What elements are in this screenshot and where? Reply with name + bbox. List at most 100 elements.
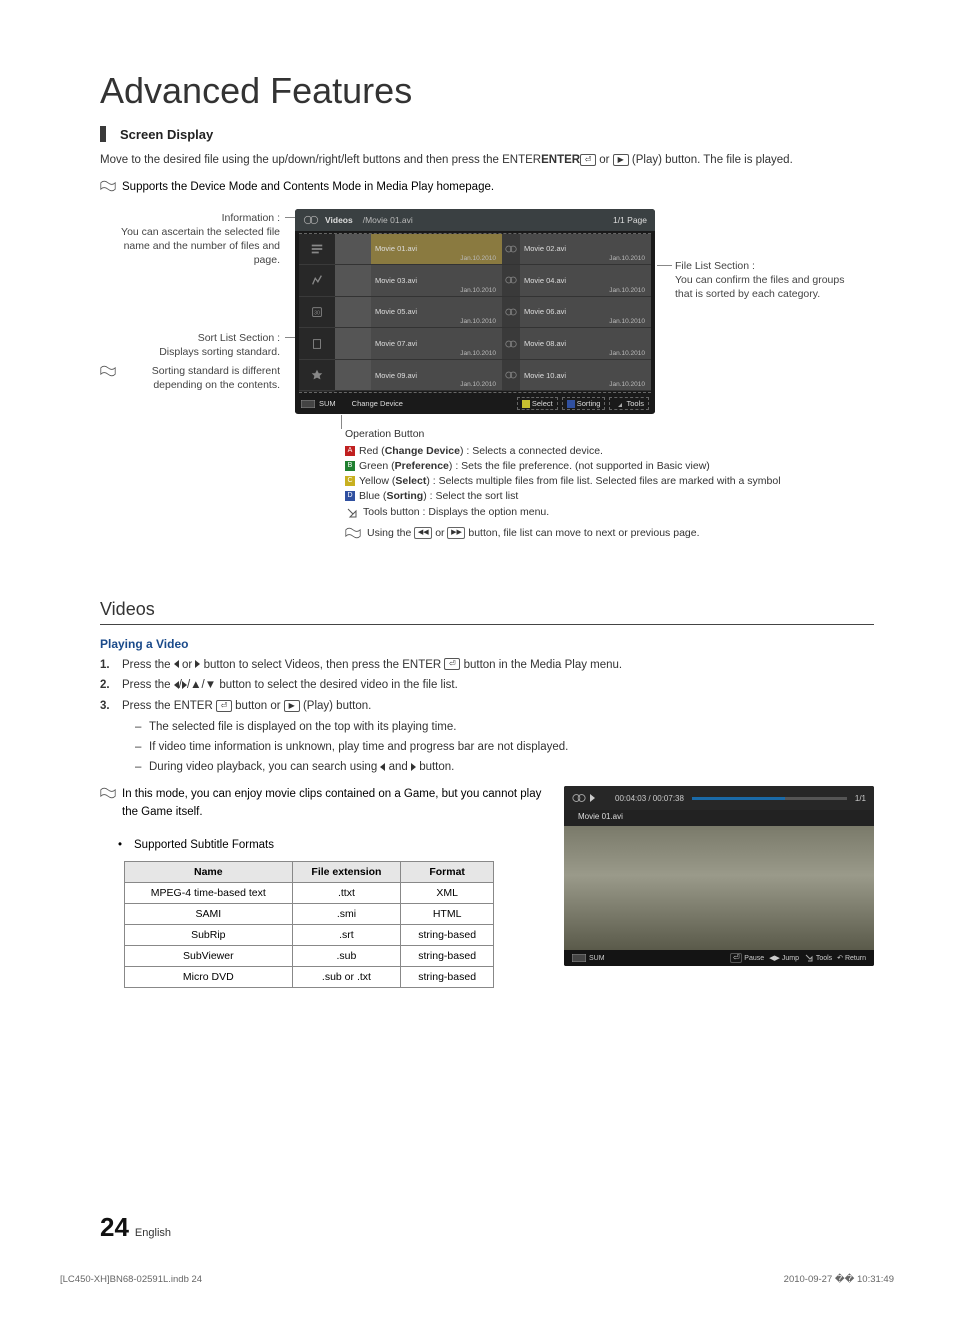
op-blue: D Blue (Sorting) : Select the sort list — [345, 489, 845, 504]
table-cell: .srt — [292, 924, 401, 945]
play-icon: ▶ — [284, 700, 300, 712]
subitem: –During video playback, you can search u… — [135, 759, 874, 777]
table-row: Micro DVD.sub or .txtstring-based — [125, 966, 494, 987]
enter-icon: ⏎ — [580, 154, 596, 166]
table-cell: .smi — [292, 903, 401, 924]
sorting-btn[interactable]: Sorting — [562, 397, 606, 410]
sort-item[interactable] — [299, 234, 335, 266]
step-1: 1.Press the or button to select Videos, … — [100, 657, 874, 675]
progress-bar[interactable] — [692, 797, 847, 800]
file-cell[interactable]: Movie 10.aviJan.10.2010 — [520, 360, 651, 391]
sort-item[interactable] — [299, 328, 335, 360]
file-cell[interactable]: Movie 05.aviJan.10.2010 — [371, 297, 502, 328]
page-title: Advanced Features — [100, 70, 874, 112]
table-cell: .sub or .txt — [292, 966, 401, 987]
intro-text: Move to the desired file using the up/do… — [100, 152, 874, 169]
player-preview: 00:04:03 / 00:07:38 1/1 Movie 01.avi SUM… — [564, 786, 874, 966]
print-footer: [LC450-XH]BN68-02591L.indb 24 2010-09-27… — [60, 1274, 894, 1285]
tools-hint: Tools — [804, 954, 832, 962]
tools-icon — [804, 954, 814, 962]
sort-column: 30 — [299, 234, 335, 392]
callout-line — [657, 265, 672, 266]
file-cell[interactable]: Movie 06.aviJan.10.2010 — [520, 297, 651, 328]
tools-btn[interactable]: Tools — [609, 397, 649, 410]
file-cell[interactable]: Movie 07.aviJan.10.2010 — [371, 328, 502, 359]
page-number: 24 English — [100, 1212, 171, 1243]
table-cell: XML — [401, 882, 494, 903]
subitem: –If video time information is unknown, p… — [135, 739, 874, 757]
playing-video-head: Playing a Video — [100, 637, 874, 651]
videos-icon — [303, 214, 319, 226]
file-cell[interactable]: Movie 01.aviJan.10.2010 — [371, 234, 502, 265]
section-header: Screen Display — [100, 126, 874, 142]
sort-item[interactable] — [299, 360, 335, 392]
player-filename: Movie 01.avi — [578, 812, 623, 821]
section-bar — [100, 126, 106, 142]
file-type-icon — [502, 328, 520, 359]
tools-icon — [345, 507, 359, 519]
table-cell: Micro DVD — [125, 966, 293, 987]
table-row: SAMI.smiHTML — [125, 903, 494, 924]
note-icon — [100, 786, 116, 800]
note-icon — [345, 526, 361, 540]
panel-label: Videos — [325, 215, 353, 225]
panel-top: Videos /Movie 01.avi 1/1 Page — [295, 209, 655, 231]
table-cell: string-based — [401, 966, 494, 987]
select-btn[interactable]: Select — [517, 397, 558, 410]
operation-block: Operation Button A Red (Change Device) :… — [345, 427, 845, 542]
file-cell[interactable]: Movie 08.aviJan.10.2010 — [520, 328, 651, 359]
sum-label: SUM — [319, 399, 336, 408]
callout-sortnote: Sorting standard is different depending … — [100, 364, 280, 392]
player-footer: SUM ⏎ Pause ◀▶ Jump Tools ↶ Return — [564, 950, 874, 966]
table-cell: string-based — [401, 924, 494, 945]
panel-footer: SUM Change Device Select Sorting Tools — [295, 395, 655, 413]
videos-icon — [572, 791, 586, 805]
rewind-icon: ◀◀ — [414, 527, 432, 539]
table-cell: SAMI — [125, 903, 293, 924]
sort-item[interactable]: 30 — [299, 297, 335, 329]
videos-title: Videos — [100, 599, 874, 620]
player-page: 1/1 — [855, 794, 866, 803]
op-title: Operation Button — [345, 427, 845, 442]
subtitle-table: NameFile extensionFormat MPEG-4 time-bas… — [124, 861, 494, 988]
op-tools: Tools button : Displays the option menu. — [345, 505, 845, 520]
supports-note: Supports the Device Mode and Contents Mo… — [100, 179, 874, 196]
note-icon — [100, 364, 116, 378]
enter-icon: ⏎ — [216, 700, 232, 712]
subtitle-formats-head: •Supported Subtitle Formats — [118, 839, 544, 851]
player-time: 00:04:03 / 00:07:38 — [615, 794, 684, 803]
op-red: A Red (Change Device) : Selects a connec… — [345, 444, 845, 459]
file-cell[interactable]: Movie 04.aviJan.10.2010 — [520, 265, 651, 296]
screen-diagram: Information : You can ascertain the sele… — [100, 209, 874, 579]
mode-note: In this mode, you can enjoy movie clips … — [100, 786, 544, 821]
player-video-area — [564, 826, 874, 950]
file-cell[interactable]: Movie 09.aviJan.10.2010 — [371, 360, 502, 391]
panel-page: 1/1 Page — [613, 215, 647, 225]
step3-subitems: –The selected file is displayed on the t… — [100, 719, 874, 776]
step-2: 2.Press the //▲/▼ button to select the d… — [100, 677, 874, 695]
table-cell: .sub — [292, 945, 401, 966]
file-cell[interactable]: Movie 03.aviJan.10.2010 — [371, 265, 502, 296]
file-row: Movie 03.aviJan.10.2010 Movie 04.aviJan.1… — [371, 265, 651, 297]
sort-item[interactable] — [299, 265, 335, 297]
step-3: 3.Press the ENTER ⏎ button or ▶ (Play) b… — [100, 698, 874, 716]
file-cell[interactable]: Movie 02.aviJan.10.2010 — [520, 234, 651, 265]
table-row: MPEG-4 time-based text.ttxtXML — [125, 882, 494, 903]
callout-line — [285, 217, 295, 218]
table-cell: MPEG-4 time-based text — [125, 882, 293, 903]
red-square — [340, 400, 348, 408]
callout-sort: Sort List Section : Displays sorting sta… — [100, 331, 280, 359]
table-header: File extension — [292, 861, 401, 882]
subitem: –The selected file is displayed on the t… — [135, 719, 874, 737]
panel-path: /Movie 01.avi — [363, 215, 613, 225]
op-green: B Green (Preference) : Sets the file pre… — [345, 459, 845, 474]
table-row: SubRip.srtstring-based — [125, 924, 494, 945]
device-icon — [301, 400, 315, 408]
file-type-icon — [502, 265, 520, 296]
file-row: Movie 01.aviJan.10.2010 Movie 02.aviJan.1… — [371, 234, 651, 266]
table-header: Format — [401, 861, 494, 882]
player-top: 00:04:03 / 00:07:38 1/1 — [564, 786, 874, 810]
op-note: Using the ◀◀ or ▶▶ button, file list can… — [345, 526, 845, 541]
divider — [100, 624, 874, 625]
note-icon — [100, 179, 116, 193]
